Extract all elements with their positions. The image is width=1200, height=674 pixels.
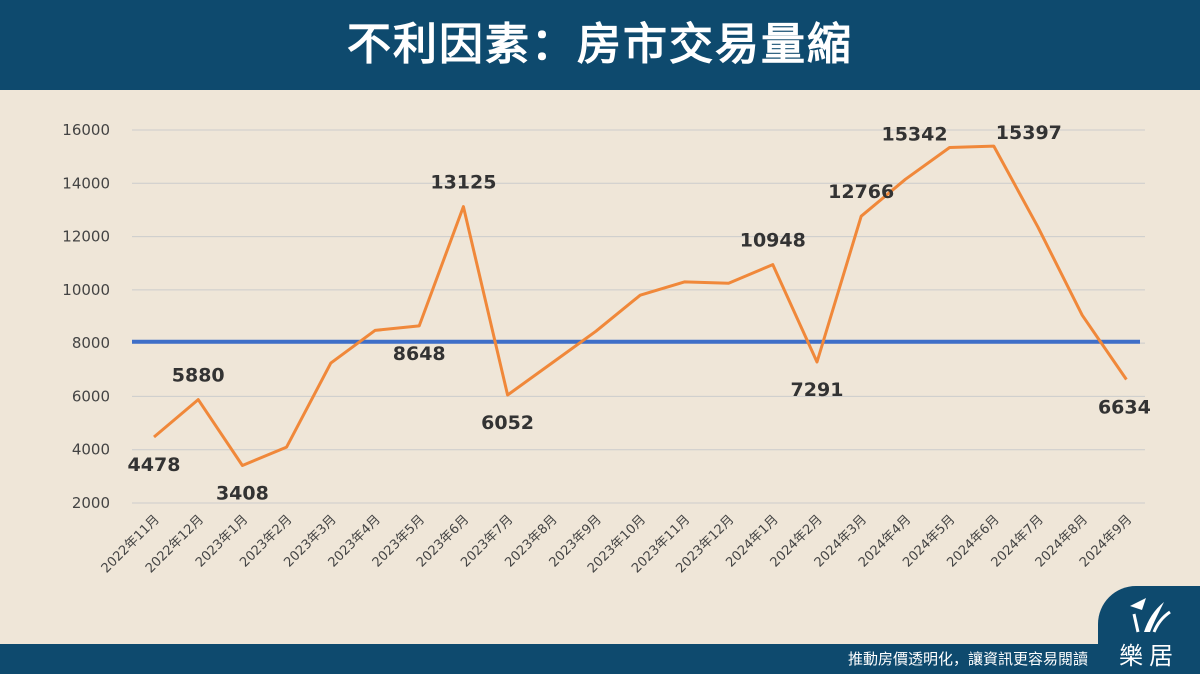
y-tick-label: 12000 (62, 228, 110, 246)
y-tick-label: 14000 (62, 174, 110, 192)
data-label: 6052 (481, 412, 534, 434)
data-label: 5880 (172, 365, 225, 387)
data-label: 13125 (430, 172, 496, 194)
page-title: 不利因素：房市交易量縮 (347, 19, 853, 70)
y-tick-label: 4000 (72, 441, 110, 459)
data-label: 15342 (881, 124, 947, 146)
data-label: 7291 (791, 379, 844, 401)
series-line (153, 144, 1128, 467)
footer-bar: 推動房價透明化，讓資訊更容易閱讀 (0, 644, 1200, 674)
data-label: 8648 (393, 343, 446, 365)
y-tick-label: 10000 (62, 281, 110, 299)
logo-badge: 樂居 (1098, 586, 1200, 674)
logo-text: 樂居 (1119, 642, 1179, 670)
data-label: 4478 (128, 454, 181, 476)
y-tick-label: 2000 (72, 494, 110, 512)
y-tick-label: 8000 (72, 334, 110, 352)
data-label: 10948 (740, 230, 806, 252)
y-tick-label: 6000 (72, 387, 110, 405)
footer-slogan: 推動房價透明化，讓資訊更容易閱讀 (847, 650, 1088, 668)
data-label: 15397 (996, 122, 1062, 144)
header-bar: 不利因素：房市交易量縮 (0, 0, 1200, 90)
y-tick-label: 16000 (62, 121, 110, 139)
data-label: 12766 (828, 181, 894, 203)
leju-logo-icon (1130, 598, 1171, 633)
data-label: 3408 (216, 482, 269, 504)
line-chart: 2000400060008000100001200014000160002022… (62, 121, 1151, 576)
data-label: 6634 (1098, 397, 1151, 419)
